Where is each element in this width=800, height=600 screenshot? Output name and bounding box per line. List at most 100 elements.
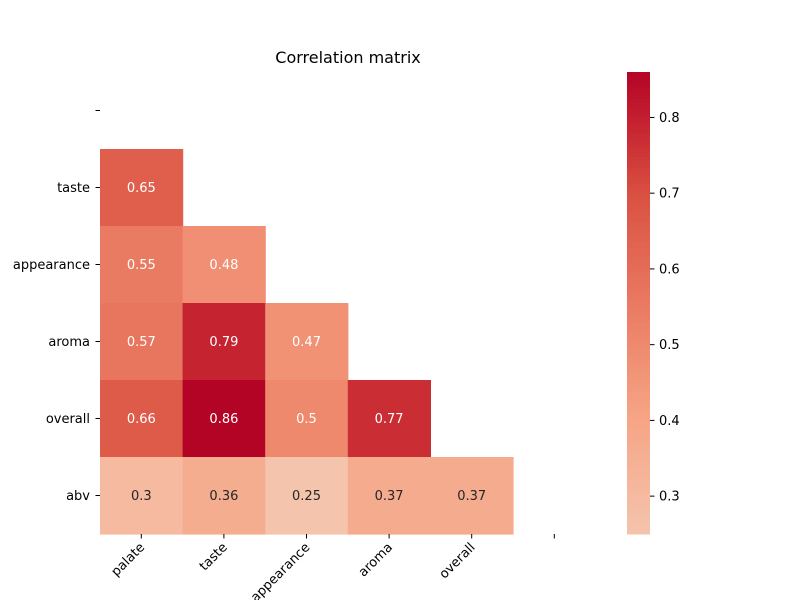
colorbar-segment (627, 72, 650, 77)
colorbar-segment (627, 125, 650, 131)
heatmap-cell (265, 380, 349, 458)
colorbar-segment (627, 391, 650, 396)
colorbar-segment (627, 476, 650, 481)
y-tick-label: aroma (48, 335, 90, 350)
colorbar-segment (627, 183, 650, 188)
colorbar-segment (627, 156, 650, 162)
colorbar-tick-label: 0.6 (659, 262, 680, 277)
heatmap-cells (100, 149, 514, 535)
colorbar-segment (627, 349, 650, 354)
colorbar-segment (627, 287, 650, 292)
colorbar-segment (627, 98, 650, 104)
colorbar-segment (627, 149, 650, 154)
colorbar-segment (627, 291, 650, 296)
colorbar-segment (627, 129, 650, 135)
colorbar-segment (627, 480, 650, 485)
colorbar-segment (627, 372, 650, 377)
heatmap-cell (265, 457, 349, 535)
colorbar-segment (627, 418, 650, 423)
colorbar-segment (627, 318, 650, 323)
heatmap-cell (100, 457, 184, 535)
cell-annotation: 0.77 (375, 412, 404, 427)
heatmap-cell (100, 303, 184, 381)
colorbar-segment (627, 187, 650, 192)
colorbar-tick-label: 0.7 (659, 187, 680, 202)
colorbar-segment (627, 341, 650, 346)
colorbar-segment (627, 353, 650, 358)
heatmap-cell (430, 457, 514, 535)
cell-annotation: 0.37 (375, 489, 404, 504)
colorbar-segment (627, 172, 650, 177)
colorbar-segment (627, 303, 650, 308)
colorbar-segment (627, 237, 650, 242)
colorbar-segment (627, 483, 650, 489)
colorbar-segment (627, 199, 650, 204)
cell-annotation: 0.55 (127, 258, 156, 273)
colorbar-segment (627, 530, 650, 535)
colorbar-segment (627, 137, 650, 142)
colorbar-segment (627, 249, 650, 254)
colorbar-segment (627, 226, 650, 231)
colorbar-segment (627, 191, 650, 196)
x-tick-label: appearance (248, 540, 313, 600)
colorbar-segment (627, 360, 650, 366)
cell-annotation: 0.65 (127, 181, 156, 196)
y-tick-label: taste (57, 181, 90, 196)
colorbar-segment (627, 487, 650, 493)
colorbar-segment (627, 322, 650, 327)
colorbar-segment (627, 110, 650, 115)
y-tick-label: overall (46, 412, 90, 427)
colorbar-segment (627, 406, 650, 412)
cell-annotation: 0.47 (292, 335, 321, 350)
colorbar-segment (627, 152, 650, 158)
colorbar-segment (627, 95, 650, 100)
colorbar-segment (627, 195, 650, 200)
colorbar-segment (627, 314, 650, 319)
x-axis: palate taste appearance aroma overall (109, 534, 555, 600)
colorbar-segment (627, 283, 650, 289)
colorbar-segment (627, 206, 650, 212)
colorbar-segment (627, 499, 650, 504)
colorbar-segment (627, 514, 650, 520)
colorbar-segment (627, 387, 650, 393)
colorbar-segment (627, 83, 650, 88)
colorbar-segment (627, 245, 650, 250)
colorbar-segment (627, 299, 650, 304)
colorbar-segment (627, 102, 650, 108)
heatmap-cell (182, 303, 266, 381)
colorbar-segment (627, 526, 650, 531)
colorbar-tick-label: 0.4 (659, 414, 680, 429)
colorbar-segment (627, 333, 650, 339)
colorbar-segment (627, 310, 650, 316)
colorbar-segment (627, 383, 650, 389)
colorbar-segment (627, 437, 650, 443)
colorbar-tick-label: 0.3 (659, 490, 680, 505)
heatmap-cell (265, 303, 349, 381)
x-tick-label: taste (197, 540, 231, 574)
cell-annotation: 0.86 (209, 412, 238, 427)
colorbar-segment (627, 91, 650, 96)
heatmap-cell (182, 457, 266, 535)
colorbar-segment (627, 210, 650, 215)
colorbar-segment (627, 491, 650, 496)
colorbar-segment (627, 453, 650, 458)
heatmap-cell (347, 380, 431, 458)
colorbar-segment (627, 399, 650, 404)
colorbar-segment (627, 460, 650, 466)
colorbar-segment (627, 106, 650, 111)
colorbar-segment (627, 426, 650, 431)
colorbar-segment (627, 329, 650, 335)
colorbar-segment (627, 464, 650, 470)
heatmap-cell (347, 457, 431, 535)
colorbar-segment (627, 160, 650, 165)
colorbar-segment (627, 260, 650, 265)
colorbar-segment (627, 306, 650, 312)
colorbar-segment (627, 433, 650, 439)
heatmap-cell (100, 380, 184, 458)
colorbar-segment (627, 395, 650, 400)
chart-title: Correlation matrix (275, 48, 420, 67)
colorbar-segment (627, 114, 650, 119)
colorbar-segment (627, 495, 650, 500)
colorbar-segment (627, 376, 650, 381)
